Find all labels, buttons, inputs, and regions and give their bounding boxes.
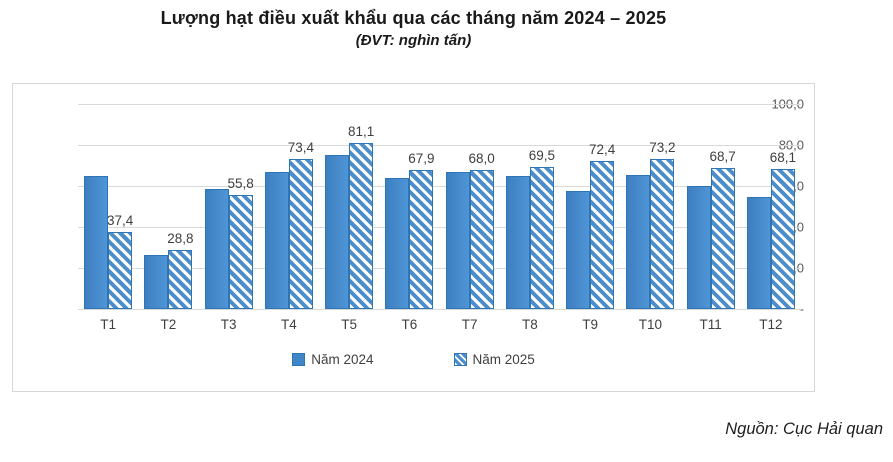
bar-2025-t3	[228, 194, 253, 309]
x-tick-label-t3: T3	[220, 317, 237, 332]
x-tick-label-t11: T11	[699, 317, 722, 332]
gridline-0	[78, 309, 801, 310]
bar-group-t8: 69,5	[500, 104, 560, 309]
bar-2025-t7	[469, 169, 494, 309]
gridline-20	[78, 268, 801, 269]
gridline-100	[78, 104, 801, 105]
bar-2024-t12	[746, 197, 771, 309]
bar-2025-t11	[710, 168, 735, 309]
x-tick-label-t12: T12	[759, 317, 783, 332]
bar-group-t6: 67,9	[379, 104, 439, 309]
data-label-2025-t12: 68,1	[769, 150, 797, 166]
bar-2024-t8	[505, 175, 530, 309]
x-tick-label-t1: T1	[100, 317, 116, 332]
plot-area: 37,4 28,8 55,8 73,4 81,1 67,9 68,0 69,5 72,4 73,2…	[78, 104, 801, 310]
bar-2025-t6	[409, 169, 434, 309]
bar-2024-t7	[445, 171, 470, 309]
bar-2024-t11	[686, 186, 711, 309]
bar-2025-t1	[108, 232, 133, 309]
legend-swatch-hatched-icon	[453, 353, 467, 366]
legend-item-nam-2025: Năm 2025	[453, 352, 535, 367]
bar-2024-t4	[264, 171, 289, 309]
data-label-2025-t7: 68,0	[468, 150, 495, 166]
data-label-2025-t5: 81,1	[347, 123, 375, 139]
x-tick-label-t5: T5	[341, 317, 357, 332]
data-label-2025-t8: 69,5	[528, 147, 556, 163]
gridline-40	[78, 227, 801, 228]
bar-2025-t4	[288, 158, 313, 309]
bar-2024-t5	[325, 155, 350, 309]
legend-label-nam-2024: Năm 2024	[311, 352, 374, 367]
data-label-2025-t10: 73,2	[649, 139, 676, 155]
bar-group-t3: 55,8	[199, 104, 259, 309]
bar-2025-t9	[590, 160, 615, 309]
data-label-2025-t11: 68,7	[709, 149, 736, 165]
bar-group-t7: 68,0	[440, 104, 500, 309]
bar-2024-t2	[144, 254, 169, 309]
data-label-2025-t3: 55,8	[227, 175, 254, 191]
bar-group-t1: 37,4	[78, 104, 138, 309]
bar-2024-t10	[626, 174, 651, 309]
x-axis-tick-labels: T1 T2 T3 T4 T5 T6 T7 T8 T9 T10 T11 T12	[78, 317, 801, 332]
legend-item-nam-2024: Năm 2024	[292, 352, 374, 367]
bar-group-t10: 73,2	[620, 104, 680, 309]
bar-2025-t5	[349, 142, 374, 309]
legend-label-nam-2025: Năm 2025	[472, 352, 535, 367]
bar-2024-t3	[204, 189, 229, 309]
legend: Năm 2024 Năm 2025	[13, 352, 814, 367]
bar-group-t12: 68,1	[741, 104, 801, 309]
data-label-2025-t1: 37,4	[106, 213, 134, 229]
x-tick-label-t8: T8	[521, 317, 538, 332]
bar-2025-t2	[168, 249, 193, 309]
x-tick-label-t6: T6	[401, 317, 418, 332]
y-tick-label: -	[799, 301, 804, 317]
gridline-60	[78, 186, 801, 187]
bar-groups: 37,4 28,8 55,8 73,4 81,1 67,9 68,0 69,5 72,4 73,2…	[78, 104, 801, 309]
bar-group-t11: 68,7	[681, 104, 741, 309]
bar-group-t5: 81,1	[319, 104, 379, 309]
source-note: Nguồn: Cục Hải quan	[725, 420, 883, 438]
legend-swatch-solid-icon	[292, 353, 306, 366]
gridline-80	[78, 145, 801, 146]
bar-2024-t9	[566, 191, 591, 309]
x-tick-label-t9: T9	[582, 317, 598, 332]
bar-2025-t12	[770, 169, 795, 309]
chart-header: Lượng hạt điều xuất khẩu qua các tháng n…	[12, 8, 815, 49]
chart-area: 100,080,060,040,020,0- 37,428,855,873,48…	[12, 83, 815, 392]
data-label-2025-t2: 28,8	[167, 230, 194, 246]
data-label-2025-t6: 67,9	[408, 150, 435, 166]
x-tick-label-t7: T7	[461, 317, 478, 332]
bar-group-t2: 28,8	[138, 104, 198, 309]
data-label-2025-t9: 72,4	[588, 141, 616, 157]
bar-2024-t1	[84, 175, 109, 309]
chart-title: Lượng hạt điều xuất khẩu qua các tháng n…	[160, 8, 667, 28]
bar-2025-t8	[529, 166, 554, 309]
bar-group-t9: 72,4	[560, 104, 620, 309]
x-tick-label-t4: T4	[280, 317, 297, 332]
bar-2025-t10	[650, 158, 675, 309]
x-tick-label-t10: T10	[638, 317, 662, 332]
chart-subtitle: (ĐVT: nghìn tấn)	[355, 32, 472, 49]
data-label-2025-t4: 73,4	[287, 139, 315, 155]
bar-group-t4: 73,4	[259, 104, 319, 309]
bar-2024-t6	[385, 177, 410, 309]
x-tick-label-t2: T2	[160, 317, 177, 332]
